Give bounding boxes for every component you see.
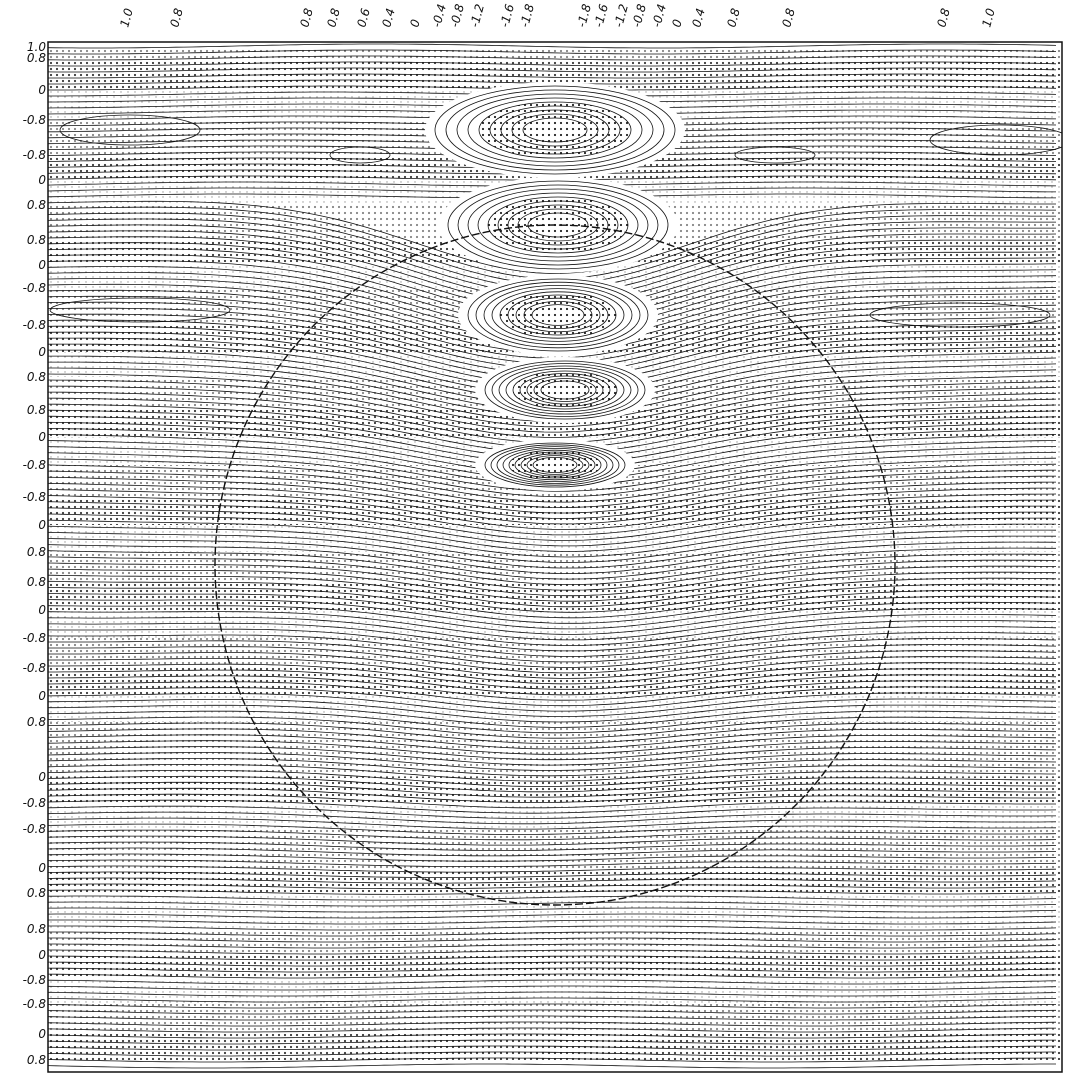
top-label: 0.4 <box>689 7 707 29</box>
top-label: 0.8 <box>934 6 953 28</box>
left-label: 0 <box>38 345 46 359</box>
contour-ring <box>500 292 616 338</box>
body: {"figure": { "top_labels": ["1.0", "0.8"… <box>0 0 1067 1083</box>
top-label: -1.8 <box>517 2 537 29</box>
contour-ring <box>513 371 617 409</box>
top-label: 1.0 <box>979 6 998 28</box>
top-label: 0.8 <box>324 6 343 28</box>
left-label: 0 <box>38 258 46 272</box>
left-label: 0.8 <box>27 922 46 936</box>
left-label: 0.8 <box>27 198 46 212</box>
top-label: 0.4 <box>379 7 397 29</box>
top-label: 0.8 <box>167 6 186 28</box>
left-label: 0 <box>38 518 46 532</box>
stipple-band <box>48 803 1062 829</box>
left-label: -0.8 <box>23 148 47 162</box>
left-label: -0.8 <box>23 997 47 1011</box>
top-label: 0.6 <box>354 6 373 28</box>
top-label: 0 <box>407 17 423 28</box>
top-label: -0.8 <box>447 2 467 29</box>
left-label: 0 <box>38 603 46 617</box>
left-label: -0.8 <box>23 113 47 127</box>
top-label: 0.8 <box>724 6 743 28</box>
top-label: -1.2 <box>611 3 631 29</box>
top-label: 1.0 <box>117 6 136 28</box>
top-label: -1.6 <box>497 2 517 29</box>
left-label: 0 <box>38 861 46 875</box>
left-label: -0.8 <box>23 973 47 987</box>
contour-line <box>48 1064 1056 1068</box>
top-label: -0.4 <box>649 3 669 29</box>
left-label: 0.8 <box>27 545 46 559</box>
left-label: 0.8 <box>27 233 46 247</box>
left-label: 0.8 <box>27 575 46 589</box>
top-label: 0 <box>669 17 685 28</box>
top-label: -1.2 <box>467 3 487 29</box>
left-label: -0.8 <box>23 661 47 675</box>
left-label: -0.8 <box>23 281 47 295</box>
stipple-band <box>48 868 1062 893</box>
left-label: -0.8 <box>23 796 47 810</box>
left-label: -0.8 <box>23 822 47 836</box>
top-label: 0.8 <box>779 6 798 28</box>
left-label: 0.8 <box>27 403 46 417</box>
left-label: 0.8 <box>27 370 46 384</box>
stipple-band <box>48 722 1062 777</box>
left-label: -0.8 <box>23 631 47 645</box>
top-label: -0.4 <box>429 3 449 29</box>
left-label: -0.8 <box>23 458 47 472</box>
left-label: 0 <box>38 83 46 97</box>
left-label: 0.8 <box>27 715 46 729</box>
left-label: 0 <box>38 173 46 187</box>
left-label: 0.8 <box>27 886 46 900</box>
left-label: 0 <box>38 948 46 962</box>
left-label: 0.8 <box>27 1053 46 1067</box>
page: html, body { margin: 0; padding: 0; back… <box>0 0 1067 1083</box>
stipple-band <box>48 638 1062 668</box>
top-label: -0.8 <box>629 2 649 29</box>
left-label: 0.8 <box>27 51 46 65</box>
top-label: -1.6 <box>591 2 611 29</box>
left-label: 0 <box>38 1027 46 1041</box>
left-label: 0 <box>38 689 46 703</box>
contour-ring <box>509 450 601 480</box>
contour-figure: 1.00.80.80.80.60.40-0.4-0.8-1.2-1.6-1.8-… <box>0 0 1067 1083</box>
left-label: -0.8 <box>23 318 47 332</box>
left-label: 0 <box>38 770 46 784</box>
top-label: 0.8 <box>297 6 316 28</box>
left-label: 0 <box>38 430 46 444</box>
plot-area <box>48 44 1067 1068</box>
left-label: -0.8 <box>23 490 47 504</box>
